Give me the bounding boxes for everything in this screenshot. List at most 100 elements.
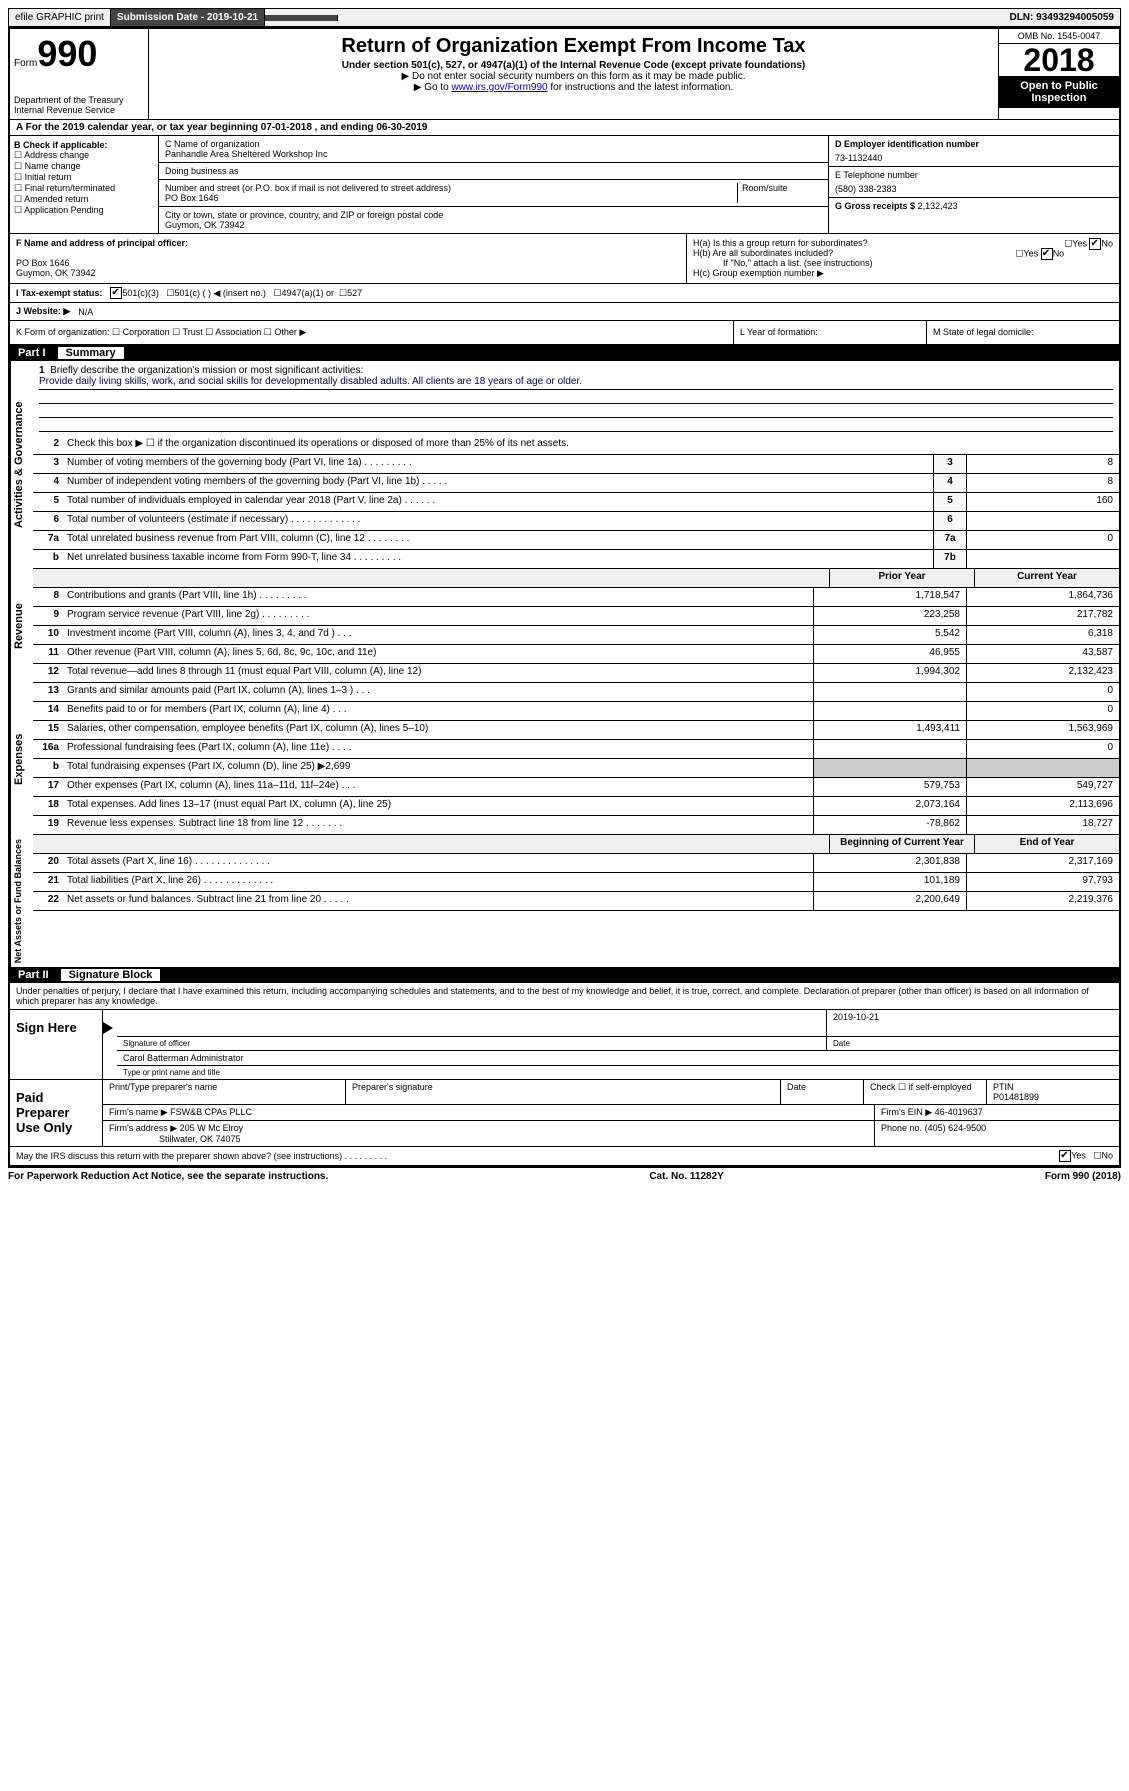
row-j-website: J Website: ▶ N/A	[10, 303, 1119, 321]
city-cell: City or town, state or province, country…	[159, 207, 828, 233]
org-name-cell: C Name of organization Panhandle Area Sh…	[159, 136, 828, 163]
footer-mid: Cat. No. 11282Y	[649, 1171, 723, 1182]
box-f: F Name and address of principal officer:…	[10, 234, 687, 283]
gross-cell: G Gross receipts $ 2,132,423	[829, 198, 1119, 214]
chk-amended-return[interactable]: ☐ Amended return	[14, 194, 154, 205]
table-row: 17Other expenses (Part IX, column (A), l…	[33, 778, 1119, 797]
table-row: 21Total liabilities (Part X, line 26) . …	[33, 873, 1119, 892]
governance-section: Activities & Governance 1 Briefly descri…	[10, 361, 1119, 569]
box-b-title: B Check if applicable:	[14, 140, 154, 150]
form-number: 990	[37, 33, 97, 74]
firm-name: FSW&B CPAs PLLC	[170, 1107, 252, 1117]
part1-header: Part I Summary	[10, 345, 1119, 361]
chk-address-change[interactable]: ☐ Address change	[14, 150, 154, 161]
table-row: 6Total number of volunteers (estimate if…	[33, 512, 1119, 531]
room-label: Room/suite	[737, 183, 822, 203]
section-bcdeg: B Check if applicable: ☐ Address change …	[10, 136, 1119, 234]
form-word: Form	[14, 58, 37, 69]
h-a: H(a) Is this a group return for subordin…	[693, 238, 1113, 248]
chk-final-return[interactable]: ☐ Final return/terminated	[14, 183, 154, 194]
expenses-section: Expenses 13Grants and similar amounts pa…	[10, 683, 1119, 835]
chk-initial-return[interactable]: ☐ Initial return	[14, 172, 154, 183]
top-toolbar: efile GRAPHIC print Submission Date - 20…	[8, 8, 1121, 27]
netassets-section: Net Assets or Fund Balances Beginning of…	[10, 835, 1119, 967]
city: Guymon, OK 73942	[165, 220, 822, 230]
sign-date: 2019-10-21	[827, 1010, 1119, 1036]
footer-left: For Paperwork Reduction Act Notice, see …	[8, 1171, 328, 1182]
row-k: K Form of organization: ☐ Corporation ☐ …	[10, 321, 734, 344]
preparer-row: Paid Preparer Use Only Print/Type prepar…	[10, 1079, 1119, 1146]
table-row: 3Number of voting members of the governi…	[33, 455, 1119, 474]
form-id-box: Form990 Department of the Treasury Inter…	[10, 29, 149, 119]
submission-date-button[interactable]: Submission Date - 2019-10-21	[111, 9, 265, 26]
discuss-row: May the IRS discuss this return with the…	[10, 1146, 1119, 1166]
phone-value: (580) 338-2383	[835, 184, 1113, 194]
h-c: H(c) Group exemption number ▶	[693, 268, 1113, 279]
row-a-period: A For the 2019 calendar year, or tax yea…	[10, 120, 1119, 136]
gross-receipts: 2,132,423	[918, 201, 958, 211]
header-right: OMB No. 1545-0047 2018 Open to Public In…	[998, 29, 1119, 119]
website-value: N/A	[78, 307, 93, 317]
table-row: 9Program service revenue (Part VIII, lin…	[33, 607, 1119, 626]
blank-button[interactable]	[265, 15, 338, 21]
table-row: 4Number of independent voting members of…	[33, 474, 1119, 493]
table-row: 16aProfessional fundraising fees (Part I…	[33, 740, 1119, 759]
chk-501c3[interactable]	[110, 287, 122, 299]
form-note1: ▶ Do not enter social security numbers o…	[153, 71, 994, 82]
row-l: L Year of formation:	[734, 321, 927, 344]
form-header: Form990 Department of the Treasury Inter…	[10, 29, 1119, 120]
discuss-yes-check[interactable]	[1059, 1150, 1071, 1162]
form-container: Form990 Department of the Treasury Inter…	[8, 27, 1121, 1168]
section-fh: F Name and address of principal officer:…	[10, 234, 1119, 284]
table-row: 19Revenue less expenses. Subtract line 1…	[33, 816, 1119, 835]
revenue-section: Revenue Prior Year Current Year 8Contrib…	[10, 569, 1119, 683]
dept-label: Department of the Treasury Internal Reve…	[14, 95, 144, 115]
efile-label[interactable]: efile GRAPHIC print	[9, 9, 111, 26]
mission-row: 1 Briefly describe the organization's mi…	[33, 361, 1119, 436]
open-public-badge: Open to Public Inspection	[999, 76, 1119, 108]
table-row: bTotal fundraising expenses (Part IX, co…	[33, 759, 1119, 778]
org-name: Panhandle Area Sheltered Workshop Inc	[165, 149, 822, 159]
officer-name: Carol Batterman Administrator	[117, 1051, 1119, 1065]
ein-cell: D Employer identification number 73-1132…	[829, 136, 1119, 167]
table-row: 15Salaries, other compensation, employee…	[33, 721, 1119, 740]
irs-link[interactable]: www.irs.gov/Form990	[451, 82, 547, 93]
box-deg: D Employer identification number 73-1132…	[829, 136, 1119, 233]
table-row: 2Check this box ▶ ☐ if the organization …	[33, 436, 1119, 455]
page-footer: For Paperwork Reduction Act Notice, see …	[8, 1168, 1121, 1185]
form-note2: ▶ Go to www.irs.gov/Form990 for instruct…	[153, 82, 994, 93]
table-row: 11Other revenue (Part VIII, column (A), …	[33, 645, 1119, 664]
ein-value: 73-1132440	[835, 153, 1113, 163]
box-b: B Check if applicable: ☐ Address change …	[10, 136, 159, 233]
h-b: H(b) Are all subordinates included?☐Yes …	[693, 248, 1113, 258]
preparer-label: Paid Preparer Use Only	[10, 1080, 103, 1146]
table-row: 10Investment income (Part VIII, column (…	[33, 626, 1119, 645]
firm-phone: (405) 624-9500	[925, 1123, 987, 1133]
firm-addr: 205 W Mc Elroy	[180, 1123, 244, 1133]
header-center: Return of Organization Exempt From Incom…	[149, 29, 998, 119]
perjury-text: Under penalties of perjury, I declare th…	[10, 983, 1119, 1009]
box-c: C Name of organization Panhandle Area Sh…	[159, 136, 829, 233]
table-row: 12Total revenue—add lines 8 through 11 (…	[33, 664, 1119, 683]
sign-here-label: Sign Here	[10, 1010, 103, 1079]
dba-cell: Doing business as	[159, 163, 828, 180]
side-netassets: Net Assets or Fund Balances	[10, 835, 33, 967]
side-governance: Activities & Governance	[10, 361, 33, 569]
chk-application-pending[interactable]: ☐ Application Pending	[14, 205, 154, 216]
table-row: 20Total assets (Part X, line 16) . . . .…	[33, 854, 1119, 873]
form-title: Return of Organization Exempt From Incom…	[153, 35, 994, 58]
phone-cell: E Telephone number (580) 338-2383	[829, 167, 1119, 198]
chk-name-change[interactable]: ☐ Name change	[14, 161, 154, 172]
side-expenses: Expenses	[10, 683, 33, 835]
table-row: bNet unrelated business taxable income f…	[33, 550, 1119, 569]
row-klm: K Form of organization: ☐ Corporation ☐ …	[10, 321, 1119, 345]
form-subtitle: Under section 501(c), 527, or 4947(a)(1)…	[153, 60, 994, 71]
firm-ein: 46-4019637	[935, 1107, 983, 1117]
signature-section: Under penalties of perjury, I declare th…	[10, 983, 1119, 1166]
row-m: M State of legal domicile:	[927, 321, 1119, 344]
address: PO Box 1646	[165, 193, 737, 203]
table-row: 5Total number of individuals employed in…	[33, 493, 1119, 512]
ptin: P01481899	[993, 1092, 1039, 1102]
footer-right: Form 990 (2018)	[1045, 1171, 1121, 1182]
table-row: 8Contributions and grants (Part VIII, li…	[33, 588, 1119, 607]
